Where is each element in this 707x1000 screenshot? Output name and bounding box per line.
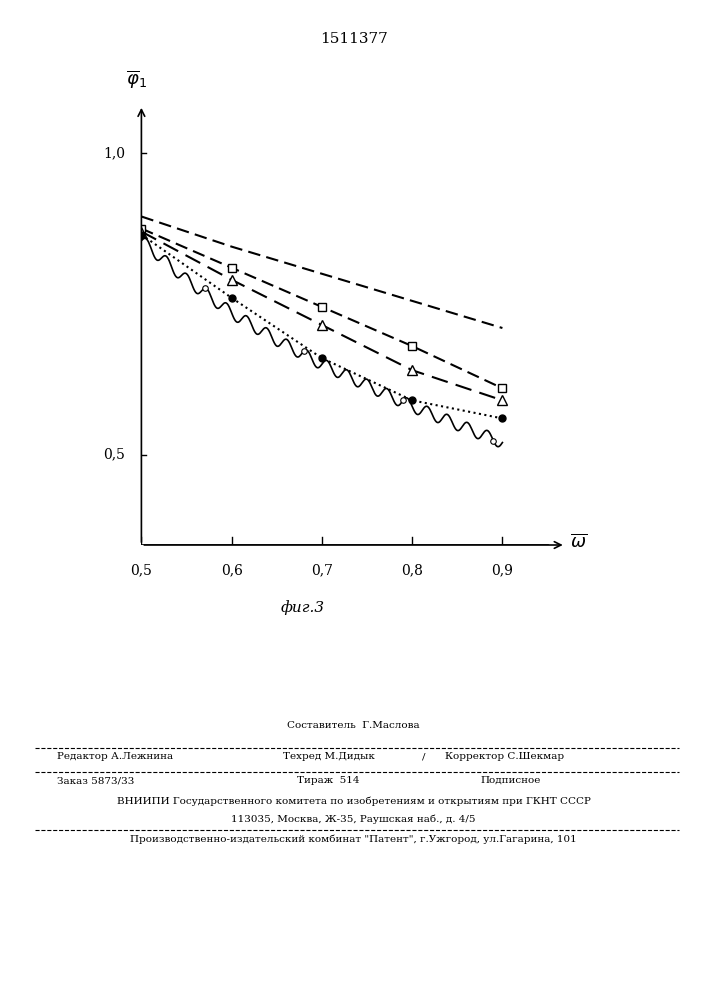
Text: 0,5: 0,5 bbox=[131, 563, 152, 577]
Text: Подписное: Подписное bbox=[481, 776, 541, 785]
Text: 0,8: 0,8 bbox=[402, 563, 423, 577]
Text: 1,0: 1,0 bbox=[103, 146, 125, 160]
Text: 0,9: 0,9 bbox=[491, 563, 513, 577]
Text: Тираж  514: Тираж 514 bbox=[297, 776, 359, 785]
Text: Производственно-издательский комбинат "Патент", г.Ужгород, ул.Гагарина, 101: Производственно-издательский комбинат "П… bbox=[130, 835, 577, 844]
Text: 113035, Москва, Ж-35, Раушская наб., д. 4/5: 113035, Москва, Ж-35, Раушская наб., д. … bbox=[231, 814, 476, 824]
Text: $\overline{\varphi}_1$: $\overline{\varphi}_1$ bbox=[127, 68, 147, 90]
Text: 0,7: 0,7 bbox=[311, 563, 333, 577]
Text: 0,5: 0,5 bbox=[103, 448, 125, 462]
Text: 1511377: 1511377 bbox=[320, 32, 387, 46]
Text: Редактор А.Лежнина: Редактор А.Лежнина bbox=[57, 752, 173, 761]
Text: /: / bbox=[423, 752, 426, 761]
Text: Составитель  Г.Маслова: Составитель Г.Маслова bbox=[287, 721, 420, 730]
Text: ВНИИПИ Государственного комитета по изобретениям и открытиям при ГКНТ СССР: ВНИИПИ Государственного комитета по изоб… bbox=[117, 796, 590, 806]
Text: Заказ 5873/33: Заказ 5873/33 bbox=[57, 776, 134, 785]
Text: $\overline{\omega}$: $\overline{\omega}$ bbox=[570, 533, 588, 551]
Text: Корректор С.Шекмар: Корректор С.Шекмар bbox=[445, 752, 564, 761]
Text: 0,6: 0,6 bbox=[221, 563, 243, 577]
Text: Техред М.Дидык: Техред М.Дидык bbox=[283, 752, 375, 761]
Text: фиг.3: фиг.3 bbox=[281, 600, 325, 615]
